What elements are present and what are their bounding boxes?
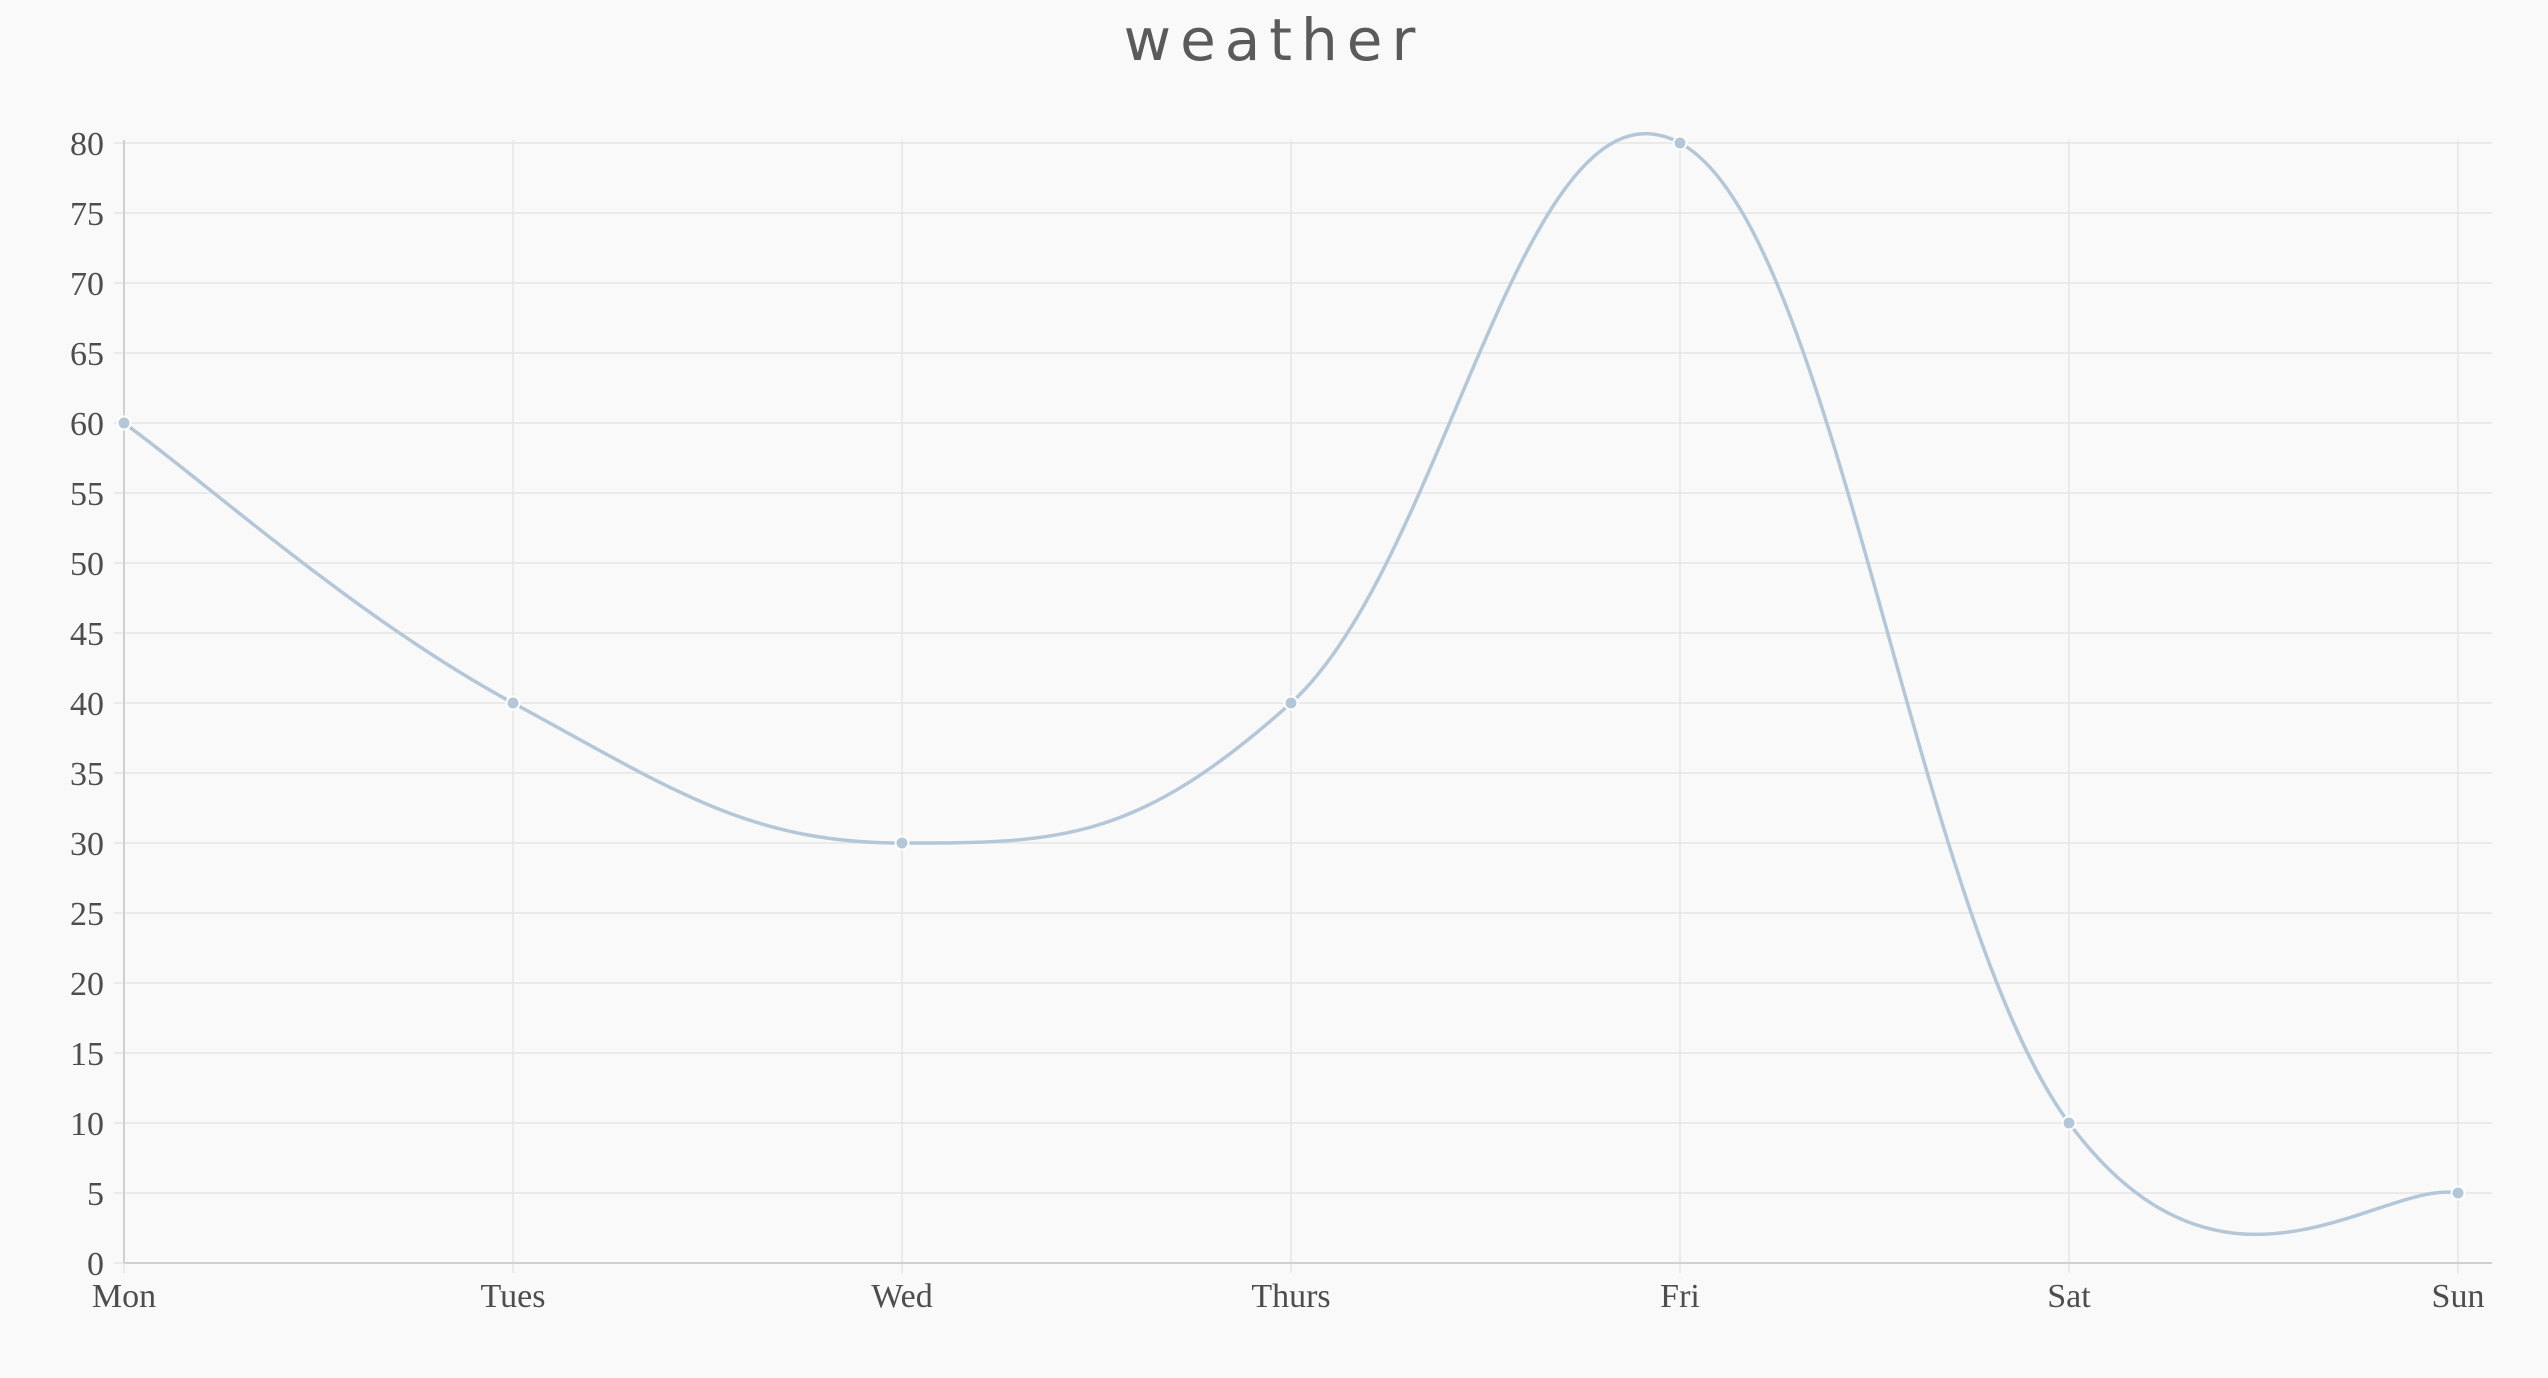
tick-label-layer: 0 5 10 15 20 25 30 35 40 45 50 55 60 65 70 75 80 Mon Tues W… (70, 126, 2484, 1315)
y-tick-label: 30 (70, 826, 104, 863)
x-tick-label: Sat (2047, 1278, 2091, 1315)
x-tick-label: Fri (1660, 1278, 1700, 1315)
y-tick-label: 35 (70, 756, 104, 793)
x-tick-label: Thurs (1251, 1278, 1330, 1315)
y-tick-label: 65 (70, 336, 104, 373)
y-tick-label: 75 (70, 196, 104, 233)
y-tick-label: 15 (70, 1036, 104, 1073)
data-point-sun (2450, 1185, 2466, 1201)
data-point-mon (116, 415, 132, 431)
y-tick-label: 45 (70, 616, 104, 653)
x-tick-label: Wed (871, 1278, 932, 1315)
data-point-wed (894, 835, 910, 851)
series-layer (116, 132, 2466, 1237)
y-tick-label: 80 (70, 126, 104, 163)
chart-title: weather (1123, 6, 1425, 74)
y-tick-label: 40 (70, 686, 104, 723)
y-tick-label: 20 (70, 966, 104, 1003)
y-tick-label: 0 (87, 1246, 104, 1283)
y-tick-label: 60 (70, 406, 104, 443)
x-tick-label: Mon (92, 1278, 156, 1315)
y-tick-label: 55 (70, 476, 104, 513)
data-point-sat (2061, 1115, 2077, 1131)
data-point-fri (1672, 135, 1688, 151)
y-tick-label: 5 (87, 1176, 104, 1213)
series-line (122, 132, 2459, 1237)
x-tick-label: Tues (481, 1278, 546, 1315)
data-point-tues (505, 695, 521, 711)
axis-layer (123, 140, 2492, 1264)
y-tick-label: 70 (70, 266, 104, 303)
y-tick-label: 50 (70, 546, 104, 583)
y-tick-label: 25 (70, 896, 104, 933)
grid-layer (114, 140, 2492, 1273)
y-tick-label: 10 (70, 1106, 104, 1143)
x-tick-label: Sun (2432, 1278, 2485, 1315)
data-point-thurs (1283, 695, 1299, 711)
